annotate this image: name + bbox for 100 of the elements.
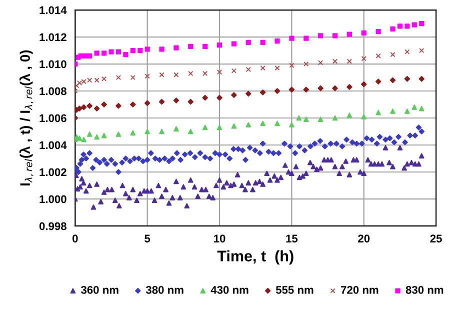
point [144, 128, 150, 134]
point [116, 74, 122, 80]
y-tick-label: 0.998 [39, 222, 66, 230]
point [418, 76, 425, 82]
point [412, 22, 417, 28]
x-tick-label: 5 [144, 234, 150, 242]
point [130, 102, 136, 108]
point [94, 78, 100, 83]
point [216, 70, 222, 75]
point [304, 36, 309, 41]
point [159, 128, 164, 134]
point [332, 33, 338, 38]
point [246, 66, 251, 72]
point [296, 115, 302, 121]
point [361, 56, 366, 62]
point [346, 58, 352, 64]
point [87, 53, 92, 58]
point [130, 48, 136, 54]
point [101, 50, 107, 56]
point [76, 106, 82, 112]
x-tick-label: 0 [72, 234, 78, 242]
point [375, 78, 382, 84]
point [404, 24, 410, 29]
legend-label: 830 nm [406, 286, 444, 294]
point [216, 42, 222, 48]
point [231, 41, 237, 46]
point [159, 46, 164, 52]
point [260, 120, 266, 126]
point [188, 44, 194, 50]
point [318, 33, 324, 38]
point [332, 115, 338, 121]
point [376, 110, 381, 116]
point [123, 52, 128, 58]
legend-label: 720 nm [341, 286, 378, 294]
point [289, 122, 294, 128]
point [332, 58, 338, 64]
point [274, 38, 280, 44]
point [216, 94, 222, 101]
point [376, 29, 381, 34]
point [76, 136, 82, 141]
point [116, 102, 122, 109]
point [231, 68, 237, 74]
x-tick-label: 15 [286, 234, 298, 242]
point [318, 116, 324, 122]
point [108, 49, 114, 54]
point [412, 104, 418, 110]
point [304, 61, 309, 67]
point [81, 136, 86, 142]
point [318, 85, 324, 92]
point [144, 46, 150, 52]
y-tick-label: 1.010 [40, 60, 66, 68]
point [188, 128, 194, 134]
point [138, 48, 143, 54]
point [202, 94, 208, 101]
point [101, 76, 107, 82]
point [404, 108, 410, 114]
point [94, 134, 100, 140]
point [419, 20, 424, 26]
point [390, 52, 396, 58]
point [390, 108, 396, 114]
point [76, 80, 82, 86]
point [360, 81, 367, 88]
point [346, 32, 352, 37]
legend-label: 555 nm [276, 286, 314, 294]
x-tick-label: 10 [214, 234, 226, 242]
x-axis-title: Time, t (h) [217, 250, 294, 264]
legend-label: 430 nm [210, 286, 248, 294]
point [260, 65, 266, 71]
point [289, 62, 294, 68]
point [231, 92, 237, 98]
point [390, 77, 396, 84]
point [397, 24, 403, 29]
point [94, 106, 100, 112]
x-tick-label: 20 [358, 234, 370, 242]
point [80, 104, 87, 110]
point [361, 30, 366, 36]
point [130, 130, 136, 136]
point [159, 72, 164, 78]
point [144, 100, 150, 106]
point [116, 132, 122, 137]
point [419, 48, 424, 54]
point [173, 98, 180, 104]
point [303, 116, 309, 122]
point [246, 122, 252, 128]
point [116, 49, 122, 54]
point [260, 40, 266, 45]
y-tick-label: 1.004 [40, 141, 67, 150]
point [274, 120, 280, 126]
point [245, 90, 252, 97]
y-tick-label: 1.006 [40, 114, 66, 122]
point [246, 40, 251, 45]
y-tick-label: 1.014 [40, 6, 67, 14]
point [260, 89, 266, 96]
point [101, 102, 107, 108]
legend-label: 360 nm [80, 286, 118, 294]
point [318, 60, 324, 66]
point [216, 124, 222, 130]
point [94, 50, 100, 56]
point [332, 85, 338, 92]
point [174, 45, 179, 50]
